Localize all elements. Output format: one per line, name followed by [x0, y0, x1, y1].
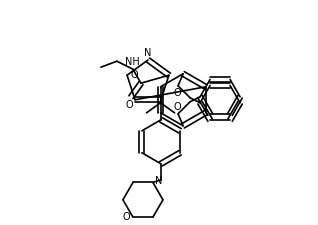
Text: O: O: [173, 102, 181, 112]
Text: N: N: [155, 176, 162, 187]
Text: O: O: [125, 100, 133, 110]
Text: O: O: [122, 212, 130, 222]
Text: NH: NH: [125, 57, 139, 67]
Text: O: O: [130, 70, 138, 80]
Text: O: O: [173, 88, 181, 98]
Text: N: N: [144, 48, 152, 58]
